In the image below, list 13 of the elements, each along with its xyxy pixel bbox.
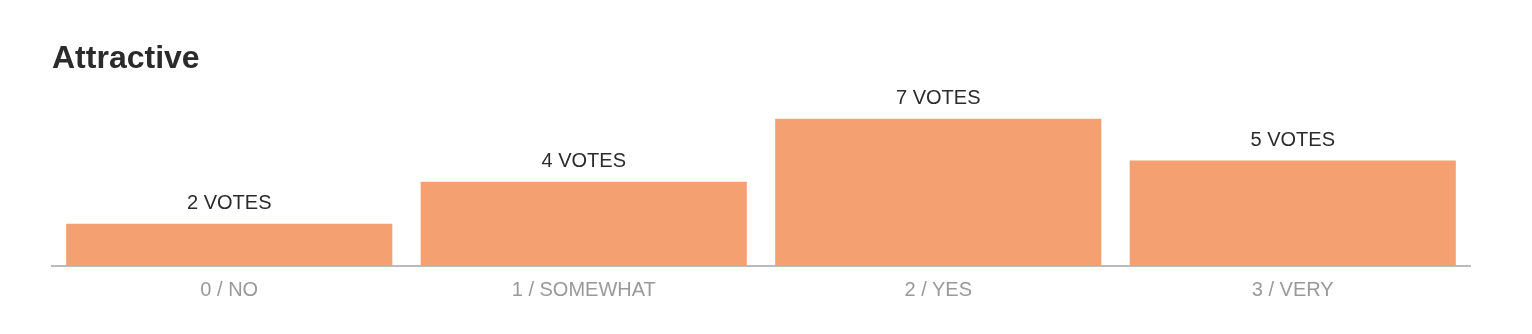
data-label: 2 VOTES (187, 191, 272, 214)
x-tick-label: 0 / NO (200, 277, 259, 300)
data-label: 5 VOTES (1250, 128, 1335, 151)
data-label: 7 VOTES (896, 85, 981, 108)
x-tick-label: 1 / SOMEWHAT (511, 277, 656, 300)
bar (1129, 160, 1456, 266)
x-tick-label: 3 / VERY (1251, 277, 1334, 300)
data-label: 4 VOTES (541, 149, 626, 172)
chart-title: Attractive (52, 39, 200, 76)
bar (775, 118, 1102, 266)
bar (66, 223, 393, 266)
x-tick-label: 2 / YES (904, 277, 972, 300)
bar (420, 181, 747, 266)
